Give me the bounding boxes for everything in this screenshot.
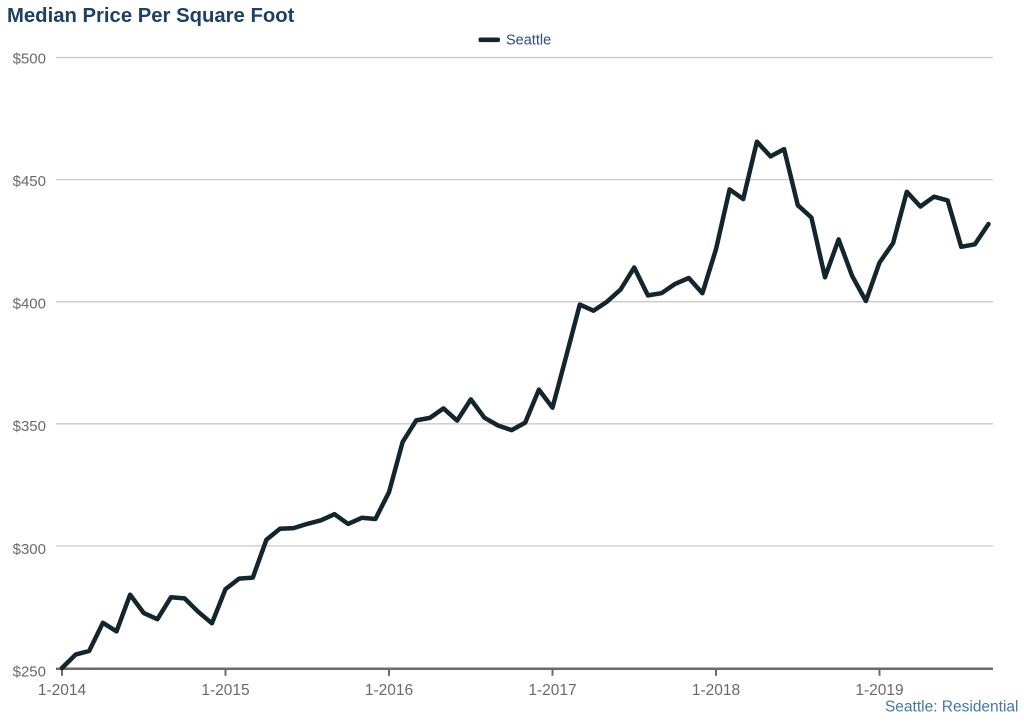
svg-text:1-2016: 1-2016	[365, 682, 413, 699]
svg-text:1-2018: 1-2018	[692, 682, 740, 699]
svg-text:Seattle: Seattle	[506, 33, 551, 49]
svg-text:$400: $400	[13, 296, 46, 313]
svg-text:1-2019: 1-2019	[855, 682, 903, 699]
svg-text:$500: $500	[13, 50, 46, 67]
svg-text:Median Price Per Square Foot: Median Price Per Square Foot	[7, 5, 295, 27]
svg-text:1-2017: 1-2017	[528, 682, 576, 699]
svg-text:$450: $450	[13, 173, 46, 190]
svg-text:$300: $300	[13, 541, 46, 558]
svg-text:$350: $350	[13, 418, 46, 435]
svg-text:Seattle: Residential: Seattle: Residential	[885, 699, 1019, 716]
svg-text:1-2014: 1-2014	[38, 682, 87, 699]
svg-text:$250: $250	[13, 664, 46, 681]
svg-text:1-2015: 1-2015	[201, 682, 249, 699]
